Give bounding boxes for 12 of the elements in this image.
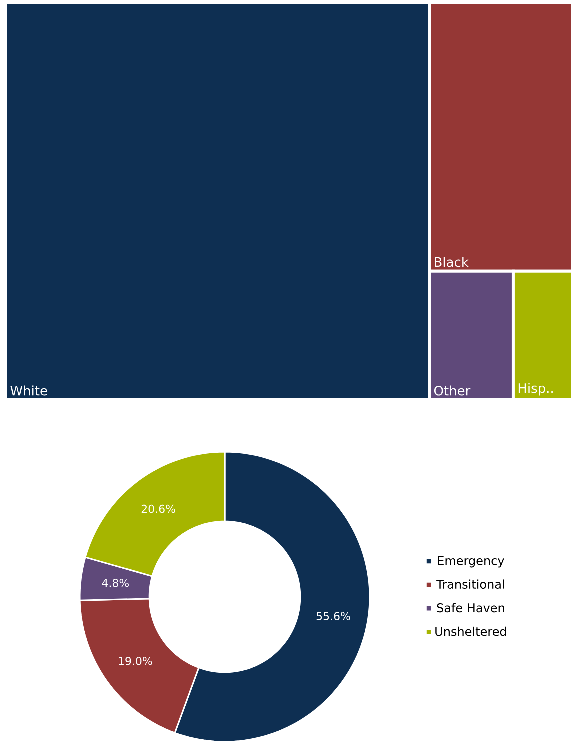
slice-label: Emergency: [438, 556, 504, 568]
category-label: Black: [435, 257, 469, 268]
legend-label: Transitional: [436, 580, 504, 589]
category-label: Hisp..: [518, 383, 553, 396]
data-label: 19.0%: [119, 657, 152, 666]
data-label: 4.8%: [102, 579, 130, 588]
data-label: 55.6%: [316, 612, 350, 620]
legend-label: Unsheltered: [436, 626, 506, 636]
category-label: White: [10, 386, 48, 396]
category-label: Other: [434, 386, 471, 396]
data-label: 20.6%: [142, 504, 176, 514]
legend-label: Safe Haven: [437, 603, 504, 613]
